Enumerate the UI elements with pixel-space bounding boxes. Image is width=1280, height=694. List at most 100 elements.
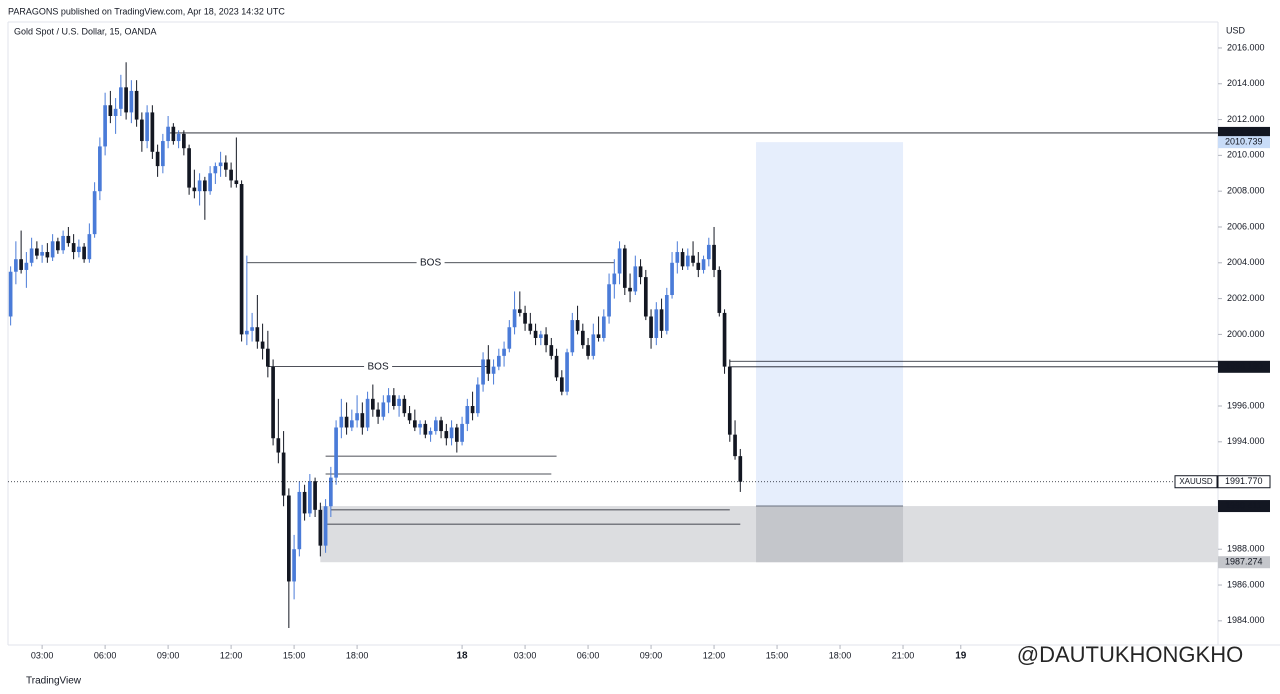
candle-body xyxy=(376,409,380,417)
candle-body xyxy=(103,105,107,147)
y-tick-label: 1996.000 xyxy=(1227,400,1265,410)
candle-body xyxy=(507,327,512,349)
candle-body xyxy=(496,355,501,367)
candle-body xyxy=(691,255,695,263)
price-tag xyxy=(1218,360,1270,373)
candle-body xyxy=(197,180,202,192)
candle-body xyxy=(596,334,601,338)
candle-body xyxy=(334,427,338,478)
candle-body xyxy=(654,309,659,338)
candle-body xyxy=(35,248,39,256)
candle-body xyxy=(250,327,254,331)
candle-body xyxy=(255,327,260,342)
candle-body xyxy=(423,423,428,435)
candle-body xyxy=(203,180,207,192)
candle-body xyxy=(98,146,102,192)
x-tick-label: 03:00 xyxy=(31,650,54,660)
header: PARAGONS published on TradingView.com, A… xyxy=(8,6,285,16)
label-bg xyxy=(364,360,393,373)
candle-body xyxy=(397,398,401,407)
candle-body xyxy=(617,248,622,274)
x-tick-label: 03:00 xyxy=(514,650,537,660)
candle-body xyxy=(145,112,149,142)
x-tick-label: 15:00 xyxy=(766,650,789,660)
candle-body xyxy=(360,413,365,428)
level-label: BOS xyxy=(420,257,441,268)
candle-body xyxy=(433,420,438,432)
candle-body xyxy=(171,126,176,142)
candle-body xyxy=(722,312,727,367)
candle-body xyxy=(381,402,386,417)
y-axis-label: USD xyxy=(1226,25,1246,35)
candle-body xyxy=(670,262,674,296)
x-tick-label: 12:00 xyxy=(220,650,243,660)
y-tick-label: 2016.000 xyxy=(1227,42,1265,52)
candle-body xyxy=(680,252,685,267)
candle-body xyxy=(538,334,543,338)
candle-body xyxy=(528,323,533,331)
candle-body xyxy=(386,395,391,403)
candle-body xyxy=(717,269,722,313)
candle-body xyxy=(218,162,223,167)
x-tick-label: 18:00 xyxy=(829,650,852,660)
candle-body xyxy=(329,477,333,507)
candle-body xyxy=(481,359,485,385)
y-tick-label: 1986.000 xyxy=(1227,579,1265,589)
candle-body xyxy=(428,431,433,435)
candle-body xyxy=(323,506,328,546)
candle-body xyxy=(733,434,737,457)
candle-body xyxy=(129,90,134,113)
candle-body xyxy=(365,398,370,428)
level-label: BOS xyxy=(368,361,389,372)
candle-body xyxy=(491,366,496,374)
candle-body xyxy=(628,287,632,292)
watermark: @DAUTUKHONGKHO xyxy=(1017,642,1243,667)
candle-body xyxy=(140,119,144,142)
candle-body xyxy=(297,491,302,550)
candle-body xyxy=(40,252,44,256)
candle-body xyxy=(512,309,517,328)
candle-body xyxy=(14,259,18,272)
candle-body xyxy=(612,273,617,285)
candle-body xyxy=(659,309,664,331)
x-tick-label: 15:00 xyxy=(283,650,306,660)
candle-body xyxy=(50,241,55,258)
axes: 1984.000 1986.000 1988.000 1994.000 1996.000… xyxy=(31,42,1271,662)
candle-body xyxy=(234,180,239,185)
candle-body xyxy=(108,105,113,116)
candle-body xyxy=(56,241,60,251)
candle-body xyxy=(549,345,554,356)
candle-body xyxy=(517,309,522,313)
candle-body xyxy=(470,406,475,414)
candle-body xyxy=(407,413,412,421)
candle-body xyxy=(706,244,711,260)
x-tick-label: 18:00 xyxy=(346,650,369,660)
price-tag-label: 1990.411 xyxy=(1225,500,1262,510)
candle-body xyxy=(465,406,470,424)
candle-body xyxy=(208,173,212,192)
candle-body xyxy=(591,334,596,356)
candle-body xyxy=(622,248,627,288)
y-tick-label: 2008.000 xyxy=(1227,186,1265,196)
candle-body xyxy=(124,87,128,113)
candle-body xyxy=(344,416,349,428)
candle-body xyxy=(565,352,569,392)
x-tick-label: 06:00 xyxy=(577,650,600,660)
x-tick-label: 12:00 xyxy=(703,650,726,660)
candle-body xyxy=(24,262,29,270)
candle-body xyxy=(412,420,417,428)
candle-body xyxy=(475,384,480,414)
candle-body xyxy=(580,330,585,346)
candle-body xyxy=(502,348,506,356)
price-tag xyxy=(1218,136,1270,149)
x-tick-label: 09:00 xyxy=(640,650,663,660)
candle-body xyxy=(260,341,265,349)
y-tick-label: 1984.000 xyxy=(1227,615,1265,625)
candle-body xyxy=(308,481,312,514)
footer: TradingView xyxy=(26,676,82,687)
candle-body xyxy=(245,330,249,335)
x-tick-label: 06:00 xyxy=(94,650,117,660)
y-tick-label: 2004.000 xyxy=(1227,257,1265,267)
candle-body xyxy=(664,295,669,331)
